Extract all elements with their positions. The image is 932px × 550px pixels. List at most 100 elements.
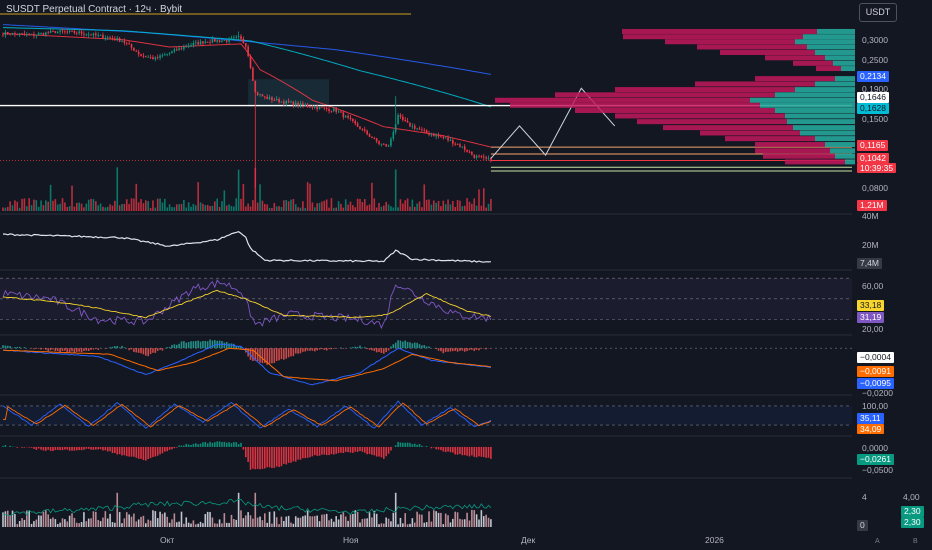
small-volume-bar [28,510,30,527]
volume-bar [49,184,52,211]
volume-bar [475,205,478,211]
candle-body [35,34,38,36]
momentum-bar [387,446,390,454]
currency-button[interactable]: USDT [859,3,897,22]
small-volume-bar [190,523,192,527]
volume-bar [342,207,345,211]
momentum-bar [49,446,52,451]
vp-down [637,119,787,125]
small-volume-bar [244,515,247,527]
small-volume-bar [366,518,368,527]
candle-body [325,107,328,109]
candle-body [249,56,252,68]
macd-hist-bar [390,346,392,349]
macd-hist-bar [278,348,280,361]
volume-bar [211,205,214,211]
candle-body [356,123,359,127]
momentum-bar [249,446,252,470]
volume-bar [118,205,121,211]
volume-bar [78,202,80,211]
chart-title: SUSDT Perpetual Contract · 12ч · Bybit [6,4,183,15]
small-volume-bar [309,516,311,527]
candle-body [333,108,335,112]
volume-bar [137,202,140,211]
momentum-bar [206,443,209,447]
volume-bar [428,199,430,211]
momentum-bar [145,446,147,461]
macd-hist-bar [159,348,161,350]
mom-tick: 0,0000 [862,443,888,453]
vp-down [720,50,815,56]
volume-bar [33,199,35,211]
candle-body [463,146,466,150]
momentum-bar [242,446,245,450]
vp-up [795,39,855,45]
small-volume-bar [461,519,464,527]
small-volume-bar [375,513,378,527]
candle-body [449,139,452,141]
momentum-bar [123,446,126,456]
candle-body [147,56,149,58]
momentum-bar [368,446,371,454]
candle-body [313,106,316,108]
vp-down [763,153,835,159]
momentum-bar [73,446,76,451]
vp-down [623,34,803,40]
small-volume-bar [373,510,376,527]
small-volume-bar [342,512,345,527]
axis-button-a[interactable]: A [875,538,880,545]
small-volume-bar [68,515,71,527]
small-volume-bar [442,524,445,527]
candle-body [37,33,40,35]
macd-hist-bar [149,348,152,355]
macd-hist-bar [214,340,216,349]
candle-body [390,138,392,146]
small-volume-bar [447,515,449,527]
small-volume-bar [363,518,366,527]
candle-body [252,67,254,81]
macd-hist-bar [92,348,95,350]
momentum-bar [47,446,50,450]
candle-body [287,100,290,103]
momentum-bar [297,446,299,460]
momentum-bar [92,446,95,450]
candle-body [349,117,352,120]
axis-button-b[interactable]: B [913,538,918,545]
momentum-bar [54,446,57,451]
small-volume-bar [161,513,164,527]
stoch-tick: 100,00 [862,401,888,411]
volume-bar [409,206,411,211]
small-volume-bar [178,521,180,527]
small-volume-bar [166,516,169,527]
small-volume-bar [318,521,321,527]
macd-hist-bar [394,342,397,349]
momentum-bar [406,442,409,447]
momentum-bar [135,446,138,458]
volume-bar [42,205,45,211]
volume-bar [9,201,11,211]
volume-bar [397,207,399,211]
momentum-bar [240,442,242,447]
momentum-bar [159,446,161,455]
small-volume-bar [459,518,461,527]
volume-bar [321,201,323,211]
volume-bar [214,201,216,211]
candle-body [133,47,135,51]
candle-body [233,37,235,39]
macd-hist-bar [306,348,309,351]
small-volume-bar [221,523,223,527]
macd-hist-bar [380,348,383,354]
volume-bar [302,201,304,211]
volume-bar [64,202,66,211]
candle-body [56,31,59,34]
small-volume-bar [399,517,402,527]
candle-body [52,30,54,32]
volume-bar [123,203,126,211]
volume-bar [97,205,99,211]
volume-bar [204,205,207,211]
candle-body [442,136,445,138]
candle-body [259,94,261,96]
macd-hist-tag: −0,0004 [857,352,894,363]
macd-hist-bar [387,348,390,351]
